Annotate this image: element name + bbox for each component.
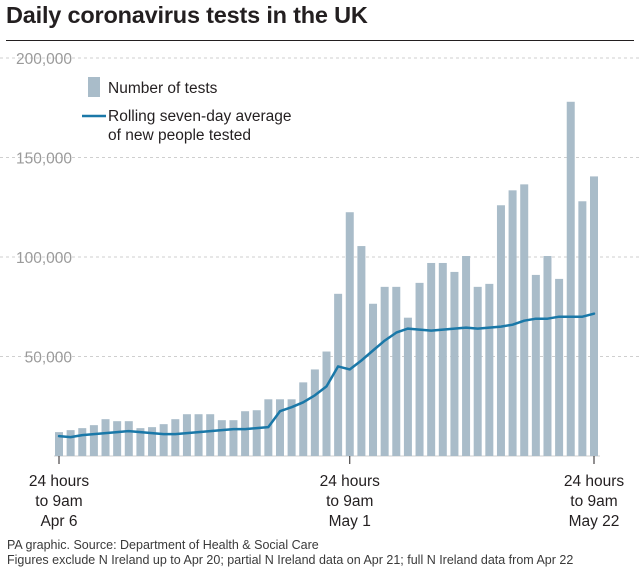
bar [310,369,319,456]
x-tick-label: May 22 [569,513,620,530]
chart-title: Daily coronavirus tests in the UK [6,2,368,28]
footer-note: Figures exclude N Ireland up to Apr 20; … [7,553,574,567]
bar [124,421,133,456]
bar [531,274,540,456]
chart: 200,000 150,000 100,000 50,000 24 hours to 9… [0,51,640,530]
bar [438,262,447,456]
bar [275,399,284,456]
bar [252,410,261,456]
bar [462,256,471,456]
bar [578,201,587,456]
x-tick-label: 24 hours [320,473,381,490]
x-tick-label: to 9am [570,493,617,510]
legend-label-average: Rolling seven-day average of new people t… [108,108,292,144]
bar [66,430,75,456]
legend: Number of tests Rolling seven-day averag… [82,77,292,144]
y-tick-label: 150,000 [16,151,72,168]
bar-series-number-of-tests [55,101,598,457]
x-tick-label: to 9am [35,493,82,510]
bar [182,414,191,456]
legend-swatch-tests [88,77,100,97]
bar [485,283,494,456]
bar [345,212,354,456]
legend-label-tests: Number of tests [108,80,218,97]
bar [392,286,401,456]
bar [241,411,250,456]
bar [380,286,389,456]
bar [136,428,145,456]
bar [427,262,436,456]
x-axis-ticks: 24 hours to 9am Apr 6 24 hours to 9am May 1 24… [29,456,625,530]
x-tick-label: 24 hours [564,473,625,490]
bar [55,432,63,456]
bar [171,419,180,456]
bar [206,414,215,456]
y-tick-label: 200,000 [16,51,72,68]
y-tick-label: 100,000 [16,250,72,267]
bar [508,190,517,456]
rolling-average-line [57,312,596,439]
y-tick-label: 50,000 [25,350,73,367]
bar [78,428,87,456]
bar [357,246,366,456]
line-series-rolling-average [57,312,596,439]
x-tick-label: to 9am [326,493,373,510]
bar [369,303,378,456]
bar [229,420,238,456]
bar [217,420,226,456]
bar [194,414,203,456]
bar [590,176,598,456]
y-axis-ticks: 200,000 150,000 100,000 50,000 [16,51,72,367]
bar [322,351,331,456]
bar [450,271,459,456]
bar [113,421,122,456]
x-tick-label: Apr 6 [40,513,77,530]
bar [334,293,343,456]
bar [148,427,157,456]
bar [101,419,110,456]
x-tick-label: May 1 [329,513,371,530]
footer-source: PA graphic. Source: Department of Health… [7,538,319,552]
bar [543,256,552,456]
bar [89,425,98,456]
title-divider [6,40,634,41]
bar [566,101,575,456]
bar [555,278,564,456]
bar [299,382,308,456]
bar [159,424,168,456]
bar [473,286,482,456]
x-tick-label: 24 hours [29,473,90,490]
bar [403,317,412,456]
bar [496,205,505,456]
bar [287,399,296,456]
bar [415,282,424,456]
